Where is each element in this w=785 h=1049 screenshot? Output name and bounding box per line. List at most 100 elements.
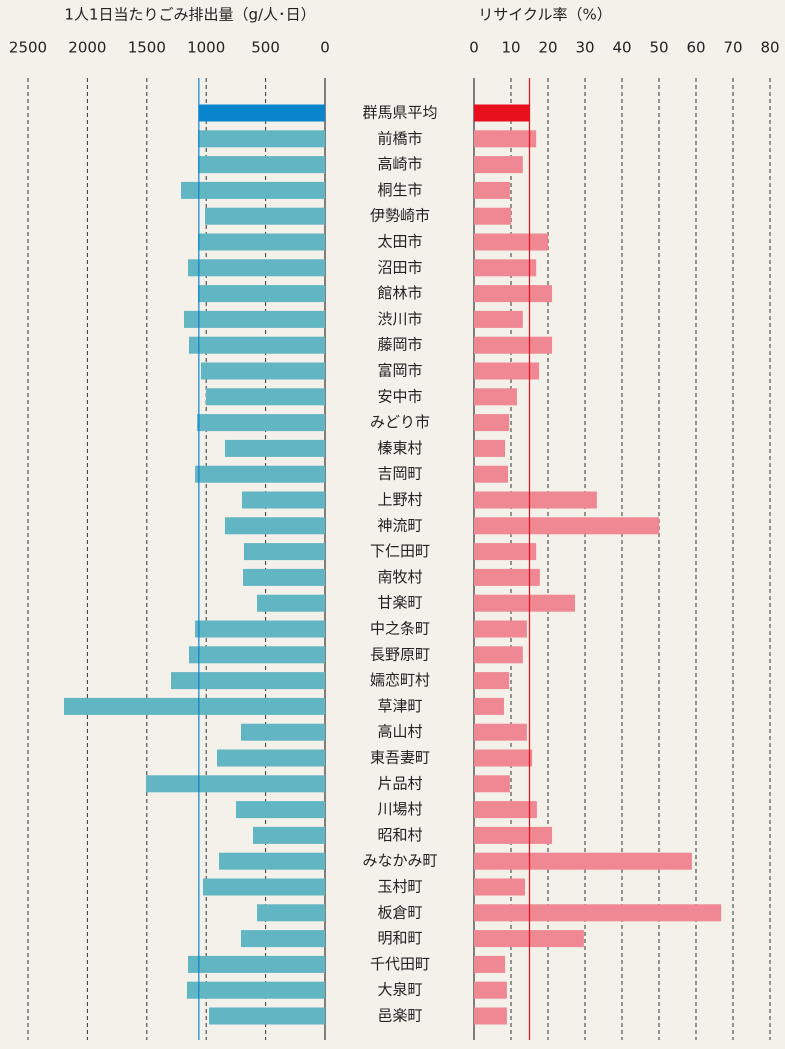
bar [474, 104, 530, 122]
x-tick-label: 0 [320, 39, 330, 57]
axis-title: リサイクル率（%） [478, 6, 612, 24]
bar [241, 491, 325, 509]
category-label: 大泉町 [377, 981, 422, 999]
category-label: 高山村 [377, 723, 422, 741]
x-tick-label: 70 [723, 39, 742, 57]
bar [474, 981, 507, 999]
bar [474, 878, 526, 896]
category-label: 上野村 [377, 491, 422, 509]
category-label: 千代田町 [370, 955, 430, 973]
bar [205, 207, 325, 225]
category-label: 吉岡町 [377, 465, 422, 483]
bar [188, 955, 325, 973]
bar [474, 568, 540, 586]
bar [474, 775, 510, 793]
bar [474, 362, 540, 380]
category-label: 嬬恋町村 [370, 671, 430, 689]
bar [183, 310, 325, 328]
bar [474, 233, 548, 251]
bar [219, 852, 325, 870]
bar [145, 775, 325, 793]
x-tick-label: 1500 [128, 39, 166, 57]
category-label: 伊勢崎市 [370, 207, 430, 225]
bar [197, 414, 325, 432]
bar [474, 285, 553, 303]
x-tick-label: 80 [760, 39, 779, 57]
bar [474, 620, 527, 638]
bar [474, 310, 523, 328]
bar [474, 388, 517, 406]
bar [474, 414, 510, 432]
x-tick-label: 2500 [9, 39, 47, 57]
category-label: 神流町 [377, 516, 422, 534]
x-tick-label: 60 [686, 39, 705, 57]
bar [224, 517, 325, 535]
bar [474, 181, 510, 199]
x-tick-label: 10 [501, 39, 520, 57]
category-label: 甘楽町 [377, 594, 422, 612]
axis-title: 1人1日当たりごみ排出量（g/人･日） [64, 6, 315, 24]
bar [243, 543, 325, 561]
bar [188, 646, 325, 664]
bar [474, 1007, 507, 1025]
bar [474, 697, 504, 715]
bar [171, 672, 325, 690]
category-label: 群馬県平均 [362, 104, 437, 122]
bar [257, 594, 325, 612]
category-label: 榛東村 [377, 439, 422, 457]
bar [217, 749, 325, 767]
bar [474, 336, 553, 354]
bar [186, 981, 325, 999]
x-tick-label: 0 [469, 39, 479, 57]
category-label: 明和町 [377, 929, 422, 947]
category-label: 太田市 [377, 233, 422, 251]
bar [198, 130, 325, 148]
category-label: 長野原町 [370, 645, 430, 663]
bar [474, 723, 527, 741]
bar [474, 207, 511, 225]
bar [253, 826, 325, 844]
bar [474, 672, 510, 690]
bar [474, 594, 576, 612]
bar [195, 465, 325, 483]
category-label: 沼田市 [377, 258, 422, 276]
bar [474, 852, 692, 870]
bar [63, 697, 325, 715]
bar [198, 233, 325, 251]
bar [224, 439, 325, 457]
bar [474, 646, 523, 664]
bar [236, 801, 325, 819]
bar [474, 259, 537, 277]
bar [200, 362, 325, 380]
x-tick-label: 50 [649, 39, 668, 57]
category-label: みどり市 [370, 413, 430, 431]
bar [188, 259, 325, 277]
bar [474, 543, 537, 561]
bar [474, 955, 506, 973]
bar [241, 723, 325, 741]
bar [181, 181, 325, 199]
category-label: 板倉町 [377, 903, 422, 921]
bar [195, 620, 325, 638]
bar [198, 104, 325, 122]
category-label: 藤岡市 [377, 336, 422, 354]
x-tick-label: 30 [575, 39, 594, 57]
x-tick-label: 40 [612, 39, 631, 57]
category-label: 安中市 [377, 387, 422, 405]
category-label: 下仁田町 [370, 542, 430, 560]
x-tick-label: 20 [538, 39, 557, 57]
bar [474, 130, 537, 148]
bar [474, 439, 506, 457]
category-label: 館林市 [377, 284, 422, 302]
category-label: 富岡市 [377, 362, 422, 380]
category-label: 草津町 [377, 697, 422, 715]
category-label: 昭和村 [377, 826, 422, 844]
bar [188, 336, 325, 354]
category-label: 東吾妻町 [370, 749, 430, 767]
bar [474, 801, 537, 819]
bar [209, 1007, 325, 1025]
x-tick-label: 2000 [68, 39, 106, 57]
bar [474, 517, 659, 535]
